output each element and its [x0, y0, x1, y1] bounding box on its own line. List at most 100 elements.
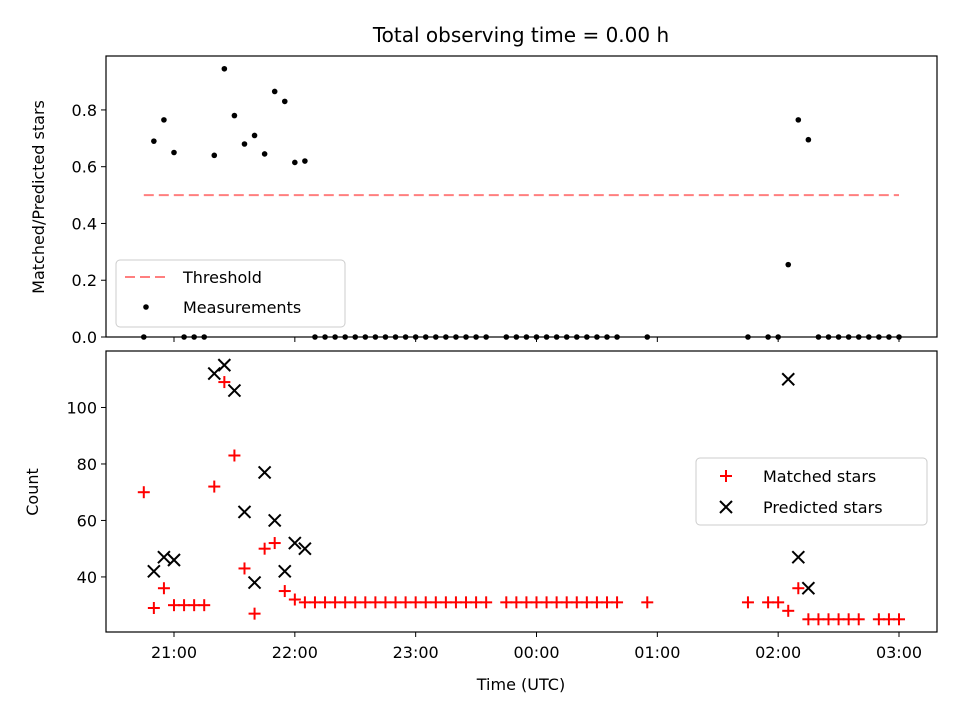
matched-star-point: [208, 480, 221, 493]
top-y-axis-label: Matched/Predicted stars: [29, 100, 48, 294]
top-y-tick-label: 0.6: [72, 158, 97, 177]
x-tick-label: 02:00: [755, 643, 801, 662]
x-axis-label: Time (UTC): [476, 675, 565, 694]
matched-star-point: [480, 596, 493, 609]
matched-star-point: [772, 596, 785, 609]
matched-star-point: [228, 449, 241, 462]
matched-star-point: [560, 596, 573, 609]
measurement-point: [292, 159, 298, 166]
matched-star-point: [611, 596, 624, 609]
measurement-point: [302, 158, 308, 164]
predicted-star-point: [781, 372, 795, 386]
matched-star-point: [570, 596, 583, 609]
matched-star-point: [188, 599, 201, 612]
matched-star-point: [600, 596, 613, 609]
measurement-point: [251, 132, 258, 139]
matched-star-point: [178, 599, 191, 612]
matched-star-point: [268, 537, 281, 550]
matched-star-point: [359, 596, 372, 609]
top-y-tick-label: 0.8: [72, 101, 97, 120]
matched-star-point: [590, 596, 603, 609]
legend-matched-label: Matched stars: [763, 467, 876, 486]
top-legend: Threshold Measurements: [115, 259, 346, 328]
measurement-point: [261, 151, 268, 157]
matched-star-point: [248, 607, 261, 620]
matched-star-point: [580, 596, 593, 609]
bottom-y-tick-label: 80: [77, 455, 97, 474]
matched-star-point: [792, 582, 805, 595]
matched-star-point: [319, 596, 332, 609]
matched-star-point: [278, 585, 291, 598]
predicted-star-point: [267, 513, 282, 528]
measurement-point: [151, 138, 157, 144]
predicted-star-point: [207, 366, 221, 381]
top-y-tick-label: 0.0: [72, 328, 97, 347]
matched-star-point: [550, 596, 563, 609]
matched-star-point: [470, 596, 483, 609]
bottom-y-axis-label: Count: [23, 468, 42, 516]
bottom-y-tick-label: 40: [77, 568, 97, 587]
matched-star-point: [137, 486, 150, 499]
measurement-point: [161, 117, 167, 123]
predicted-star-point: [157, 550, 171, 564]
bottom-panel: 40 60 80 100 21:00 22:00 23:00 00:00 01:00 02:00…: [23, 350, 938, 694]
top-panel: 0.00.20.40.60.8 Matched/Predicted stars …: [29, 55, 938, 347]
top-y-tick-label: 0.4: [72, 214, 97, 233]
matched-star-point: [641, 596, 654, 609]
matched-star-point: [288, 593, 301, 606]
measurement-point: [271, 88, 278, 95]
matched-star-point: [852, 613, 865, 626]
matched-star-point: [218, 376, 231, 389]
matched-star-point: [399, 596, 412, 609]
matched-star-point: [439, 596, 452, 609]
predicted-star-point: [167, 553, 181, 567]
matched-star-point: [298, 596, 311, 609]
matched-star-point: [147, 601, 160, 614]
x-tick-label: 01:00: [634, 643, 680, 662]
legend-predicted-label: Predicted stars: [763, 498, 883, 517]
bottom-y-tick-label: 100: [66, 398, 97, 417]
x-tick-label: 03:00: [876, 643, 922, 662]
top-plot-frame: [105, 55, 938, 338]
matched-star-point: [893, 613, 905, 626]
matched-star-point: [429, 596, 442, 609]
predicted-star-point: [147, 564, 161, 578]
measurement-point: [281, 98, 288, 105]
matched-star-point: [882, 613, 895, 626]
matched-star-point: [530, 596, 543, 609]
matched-star-point: [832, 613, 845, 626]
legend-measurements-swatch: [143, 304, 149, 310]
predicted-star-point: [257, 465, 272, 480]
legend-matched-swatch: [720, 470, 732, 482]
matched-star-point: [339, 596, 352, 609]
matched-star-point: [389, 596, 402, 609]
top-y-tick-label: 0.2: [72, 271, 97, 290]
x-tick-label: 22:00: [272, 643, 318, 662]
matched-star-point: [198, 599, 211, 612]
legend-threshold-label: Threshold: [182, 268, 262, 287]
matched-star-point: [782, 604, 795, 617]
matched-star-point: [510, 596, 523, 609]
matched-star-point: [741, 596, 754, 609]
legend-predicted-swatch: [719, 500, 733, 514]
matched-star-point: [802, 613, 815, 626]
matched-star-point: [460, 596, 473, 609]
matched-star-point: [238, 562, 251, 575]
measurement-point: [805, 136, 812, 143]
matched-star-point: [520, 596, 533, 609]
matched-star-point: [762, 596, 775, 609]
measurement-point: [231, 112, 238, 119]
predicted-star-point: [227, 383, 242, 398]
matched-star-point: [822, 613, 835, 626]
matched-star-point: [349, 596, 362, 609]
matched-star-point: [168, 599, 180, 612]
matched-star-point: [308, 596, 321, 609]
measurement-point: [221, 65, 228, 72]
predicted-star-point: [247, 575, 262, 590]
measurement-point: [795, 117, 802, 123]
matched-star-point: [258, 542, 271, 555]
matched-star-point: [409, 596, 422, 609]
matched-star-point: [369, 596, 382, 609]
matched-star-point: [540, 596, 553, 609]
